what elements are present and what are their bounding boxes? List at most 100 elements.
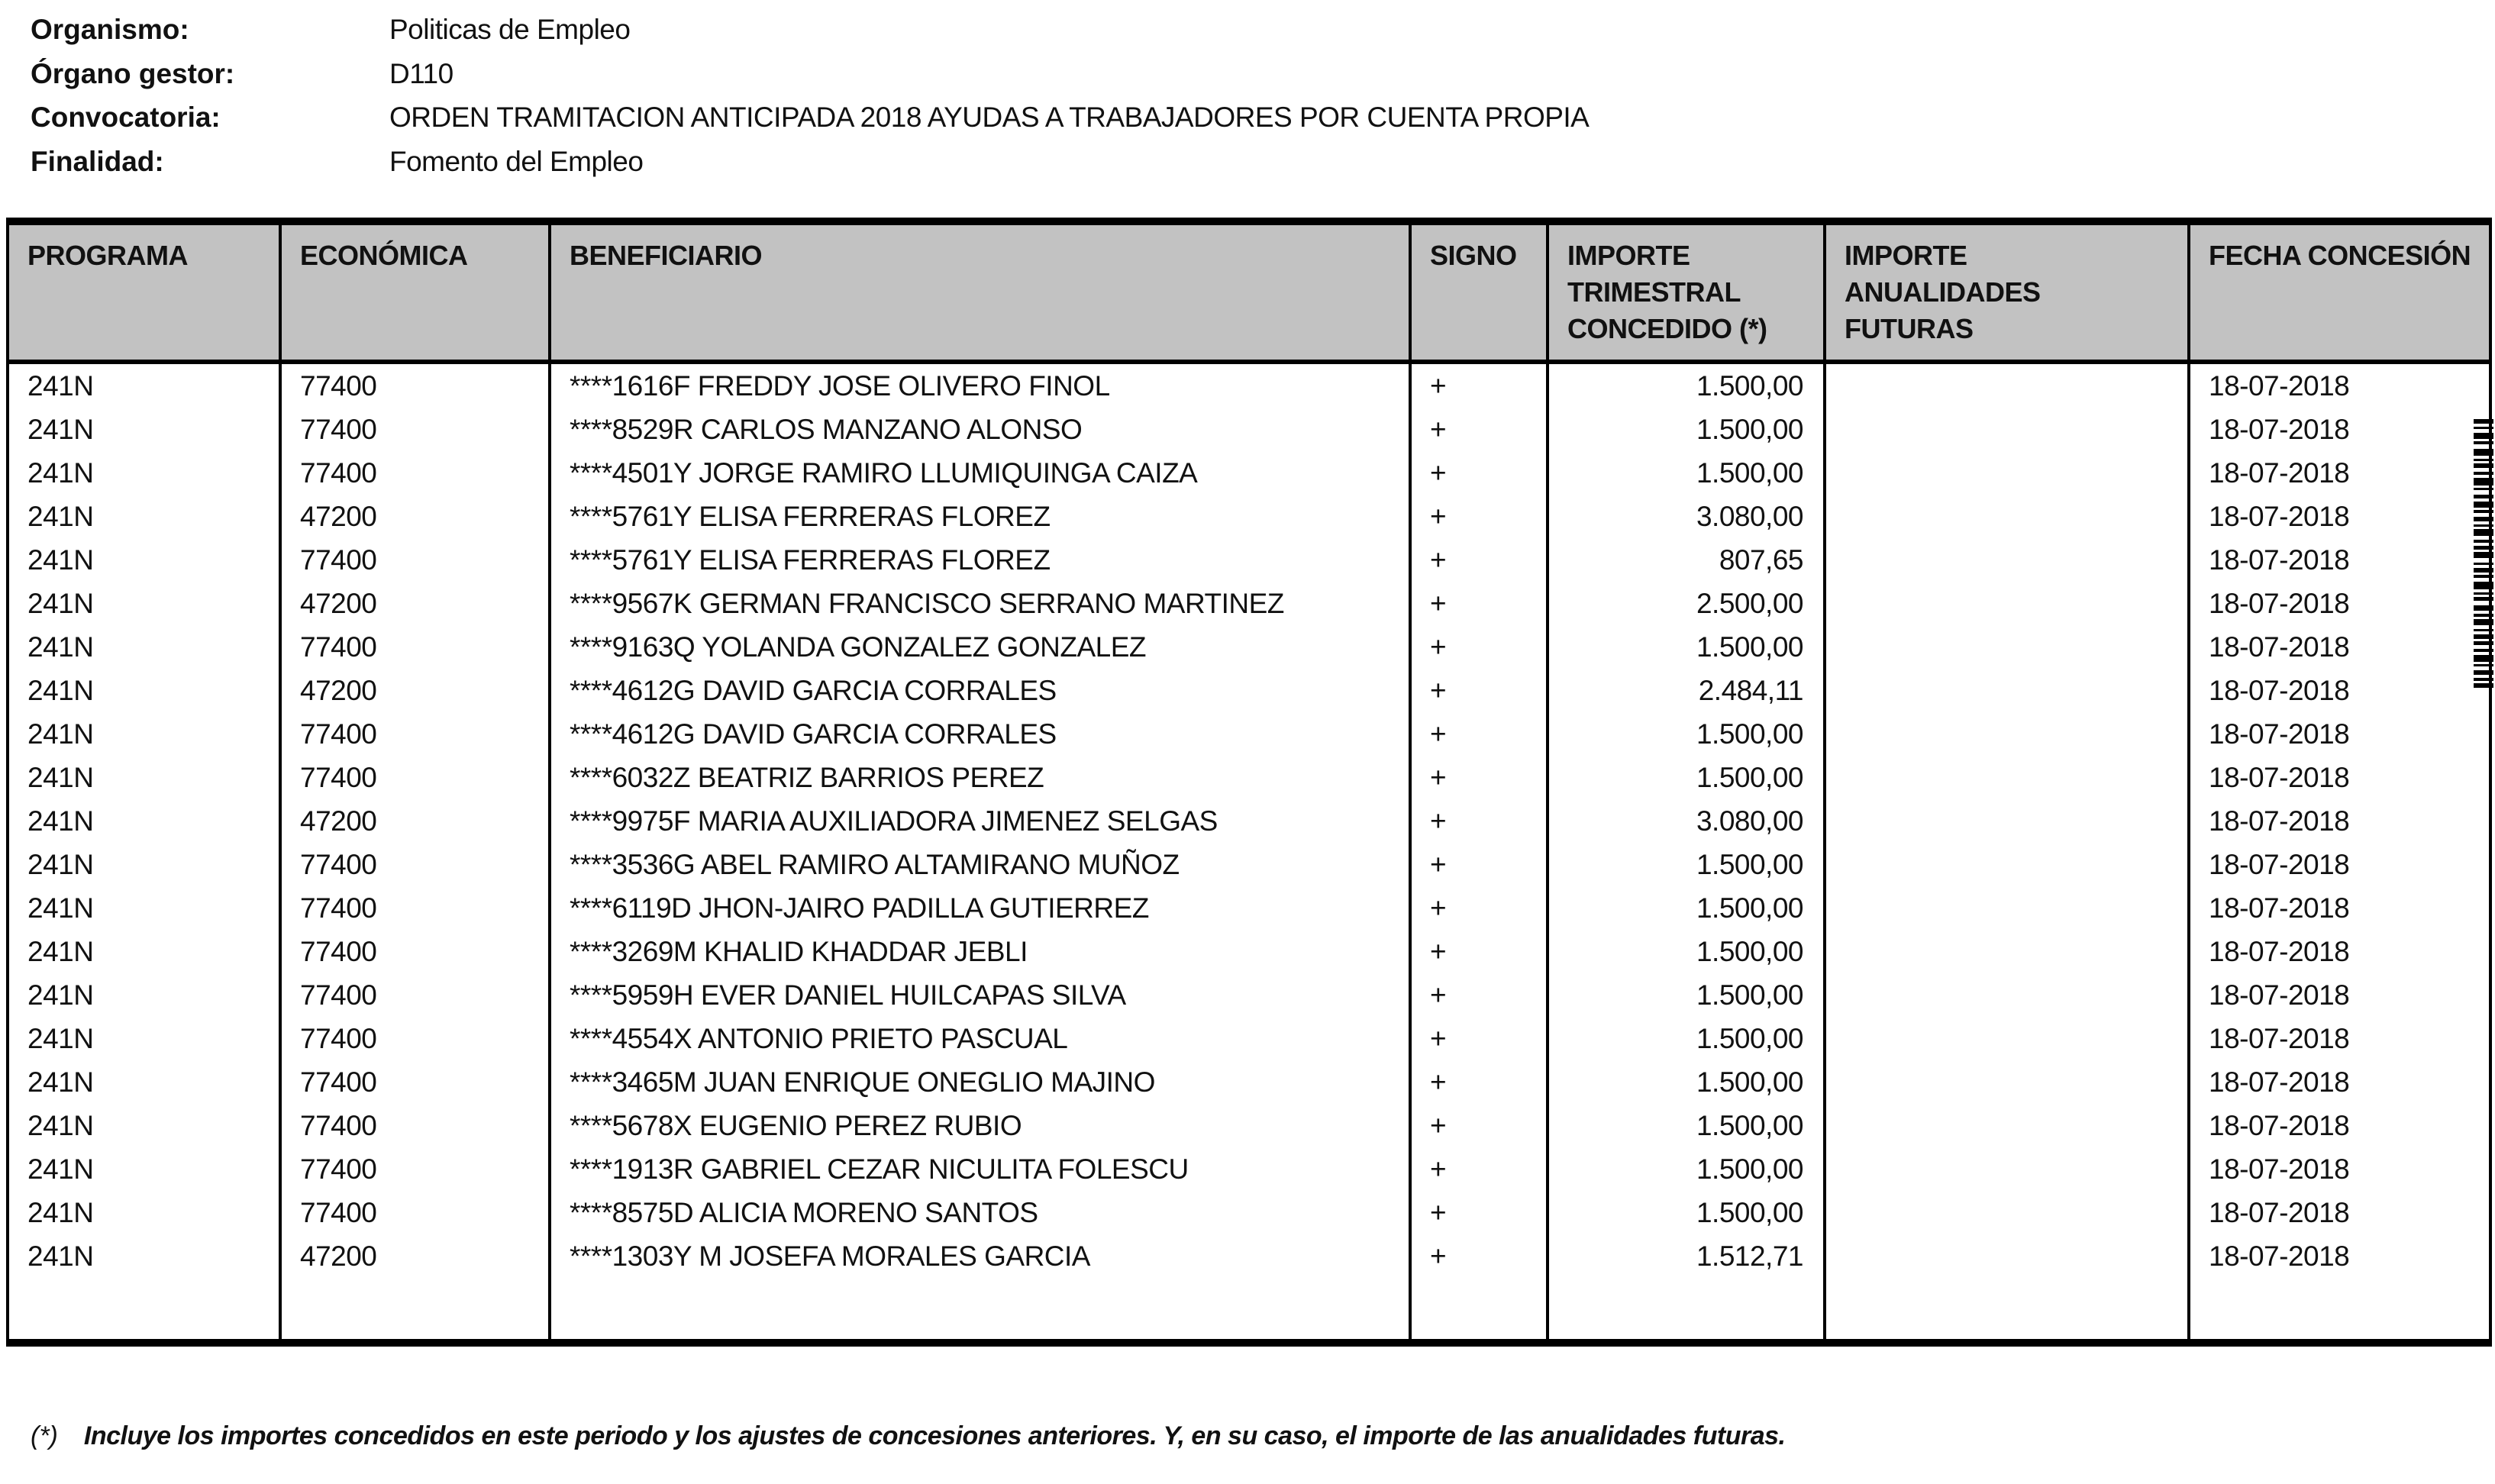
cell-importe_anualidades — [1823, 408, 2189, 451]
cell-beneficiario: ****5678X EUGENIO PEREZ RUBIO — [548, 1104, 1410, 1147]
organo-gestor-value: D110 — [389, 57, 453, 89]
cell-signo: + — [1409, 1234, 1548, 1278]
cell-beneficiario: ****3465M JUAN ENRIQUE ONEGLIO MAJINO — [548, 1060, 1410, 1104]
cell-importe_trimestral: 1.500,00 — [1546, 712, 1825, 756]
cell-importe_anualidades — [1823, 930, 2189, 973]
cell-importe_anualidades — [1823, 886, 2189, 930]
cell-signo: + — [1409, 582, 1548, 625]
cell-importe_trimestral: 1.500,00 — [1546, 1104, 1825, 1147]
cell-programa: 241N — [27, 369, 94, 402]
cell-programa: 241N — [27, 544, 94, 576]
cell-beneficiario: ****8575D ALICIA MORENO SANTOS — [548, 1191, 1410, 1234]
cell-importe_trimestral: 1.500,00 — [1546, 625, 1825, 669]
cell-programa: 241N — [27, 631, 94, 663]
cell-signo: + — [1409, 973, 1548, 1017]
table-row: 241N 77400 ****4554X ANTONIO PRIETO PASCUA… — [8, 1017, 2490, 1060]
table-row: 241N 77400 ****1913R GABRIEL CEZAR NICULIT… — [8, 1147, 2490, 1191]
cell-fecha: 18-07-2018 — [2187, 669, 2490, 712]
cell-beneficiario: ****4501Y JORGE RAMIRO LLUMIQUINGA CAIZA — [548, 451, 1410, 495]
table-row: 241N 77400 ****8575D ALICIA MORENO SANTOS +… — [8, 1191, 2490, 1234]
cell-signo: + — [1409, 1191, 1548, 1234]
spacer-cell — [548, 1278, 1410, 1343]
cell-importe_trimestral: 3.080,00 — [1546, 799, 1825, 843]
cell-beneficiario: ****4612G DAVID GARCIA CORRALES — [548, 669, 1410, 712]
beneficiaries-table: PROGRAMA ECONÓMICA BENEFICIARIO SIGNO IMPORT… — [6, 218, 2492, 1347]
cell-economica: 47200 — [279, 495, 550, 538]
table-row: 241N 47200 ****1303Y M JOSEFA MORALES GARC… — [8, 1234, 2490, 1278]
cell-signo: + — [1409, 538, 1548, 582]
beneficiaries-table-body: 241N 77400 ****1616F FREDDY JOSE OLIVERO F… — [8, 362, 2490, 1343]
footnote-marker: (*) — [31, 1421, 58, 1450]
cell-programa: 241N — [27, 935, 94, 967]
organismo-value: Politicas de Empleo — [389, 14, 631, 45]
cell-economica: 77400 — [279, 712, 550, 756]
cell-importe_anualidades — [1823, 712, 2189, 756]
column-header-signo: SIGNO — [1409, 221, 1548, 364]
cell-importe_anualidades — [1823, 1104, 2189, 1147]
cell-programa: 241N — [27, 1109, 94, 1141]
cell-economica: 77400 — [279, 625, 550, 669]
table-row: 241N 47200 ****4612G DAVID GARCIA CORRALES… — [8, 669, 2490, 712]
cell-beneficiario: ****3269M KHALID KHADDAR JEBLI — [548, 930, 1410, 973]
spacer-cell — [1823, 1278, 2189, 1343]
cell-beneficiario: ****5761Y ELISA FERRERAS FLOREZ — [548, 538, 1410, 582]
cell-importe_anualidades — [1823, 362, 2189, 408]
cell-fecha: 18-07-2018 — [2187, 799, 2490, 843]
cell-beneficiario: ****5959H EVER DANIEL HUILCAPAS SILVA — [548, 973, 1410, 1017]
cell-economica: 77400 — [279, 451, 550, 495]
cell-beneficiario: ****1303Y M JOSEFA MORALES GARCIA — [548, 1234, 1410, 1278]
cell-importe_anualidades — [1823, 1147, 2189, 1191]
column-header-programa: PROGRAMA — [8, 221, 280, 364]
cell-beneficiario: ****6032Z BEATRIZ BARRIOS PEREZ — [548, 756, 1410, 799]
cell-importe_anualidades — [1823, 756, 2189, 799]
cell-signo: + — [1409, 408, 1548, 451]
cell-importe_anualidades — [1823, 582, 2189, 625]
cell-economica: 77400 — [279, 1147, 550, 1191]
cell-beneficiario: ****1913R GABRIEL CEZAR NICULITA FOLESCU — [548, 1147, 1410, 1191]
cell-fecha: 18-07-2018 — [2187, 930, 2490, 973]
cell-importe_trimestral: 1.500,00 — [1546, 886, 1825, 930]
cell-economica: 47200 — [279, 669, 550, 712]
column-header-economica: ECONÓMICA — [279, 221, 550, 364]
cell-beneficiario: ****9975F MARIA AUXILIADORA JIMENEZ SELG… — [548, 799, 1410, 843]
cell-programa: 241N — [27, 1153, 94, 1185]
cell-fecha: 18-07-2018 — [2187, 582, 2490, 625]
table-row: 241N 47200 ****9567K GERMAN FRANCISCO SERR… — [8, 582, 2490, 625]
cell-signo: + — [1409, 843, 1548, 886]
cell-signo: + — [1409, 1147, 1548, 1191]
cell-fecha: 18-07-2018 — [2187, 1191, 2490, 1234]
cell-programa: 241N — [27, 456, 94, 489]
cell-programa: 241N — [27, 1022, 94, 1054]
cell-importe_trimestral: 1.500,00 — [1546, 756, 1825, 799]
cell-programa: 241N — [27, 1240, 94, 1272]
table-row: 241N 77400 ****4501Y JORGE RAMIRO LLUMIQUI… — [8, 451, 2490, 495]
cell-fecha: 18-07-2018 — [2187, 408, 2490, 451]
cell-programa: 241N — [27, 892, 94, 924]
cell-programa: 241N — [27, 1196, 94, 1228]
table-row: 241N 47200 ****9975F MARIA AUXILIADORA JIM… — [8, 799, 2490, 843]
cell-fecha: 18-07-2018 — [2187, 1017, 2490, 1060]
cell-signo: + — [1409, 930, 1548, 973]
cell-programa: 241N — [27, 805, 94, 837]
cell-signo: + — [1409, 625, 1548, 669]
table-row: 241N 77400 ****5678X EUGENIO PEREZ RUBIO +1… — [8, 1104, 2490, 1147]
cell-economica: 77400 — [279, 362, 550, 408]
cell-signo: + — [1409, 712, 1548, 756]
cell-economica: 77400 — [279, 886, 550, 930]
header-row: PROGRAMA ECONÓMICA BENEFICIARIO SIGNO IMPORT… — [8, 221, 2490, 364]
cell-importe_anualidades — [1823, 1191, 2189, 1234]
cell-signo: + — [1409, 799, 1548, 843]
cell-importe_trimestral: 1.500,00 — [1546, 408, 1825, 451]
cell-programa: 241N — [27, 718, 94, 750]
cell-economica: 77400 — [279, 843, 550, 886]
cell-signo: + — [1409, 1017, 1548, 1060]
cell-beneficiario: ****9163Q YOLANDA GONZALEZ GONZALEZ — [548, 625, 1410, 669]
spacer-cell — [8, 1278, 280, 1343]
cell-importe_trimestral: 1.500,00 — [1546, 1147, 1825, 1191]
table-row: 241N 77400 ****9163Q YOLANDA GONZALEZ GONZ… — [8, 625, 2490, 669]
beneficiaries-table-header: PROGRAMA ECONÓMICA BENEFICIARIO SIGNO IMPORT… — [8, 221, 2490, 364]
cell-programa: 241N — [27, 979, 94, 1011]
cell-fecha: 18-07-2018 — [2187, 1147, 2490, 1191]
cell-economica: 77400 — [279, 930, 550, 973]
